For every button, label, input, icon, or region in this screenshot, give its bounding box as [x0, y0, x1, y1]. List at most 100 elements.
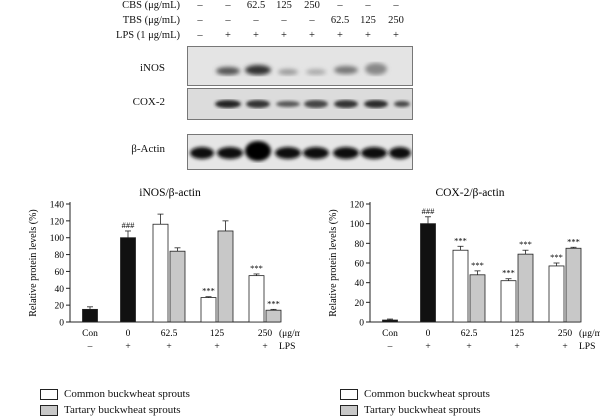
lps-indicator: + [166, 342, 171, 352]
significance-label: *** [502, 268, 515, 278]
significance-label: *** [550, 252, 563, 262]
bar-control [120, 237, 136, 323]
y-tick-label: 80 [355, 240, 365, 250]
bar-tartary [517, 253, 534, 323]
bar-control [382, 319, 398, 323]
significance-label: ### [422, 206, 436, 216]
header-cell-lps: + [309, 30, 315, 41]
cbs-row-label: CBS (μg/mL) [122, 0, 180, 11]
header-cell-tbs: – [281, 15, 287, 26]
y-tick-label: 0 [359, 319, 364, 329]
header-cell-lps: + [225, 30, 231, 41]
header-cell-cbs: – [365, 0, 371, 11]
lps-indicator: + [214, 342, 219, 352]
actin-blot-image [187, 134, 413, 170]
header-cell-tbs: – [197, 15, 203, 26]
inos-band-label: iNOS [139, 62, 165, 74]
bar-common [152, 223, 169, 323]
header-cell-lps: + [253, 30, 259, 41]
y-tick-label: 120 [50, 217, 65, 227]
significance-label: *** [202, 286, 215, 296]
bar-common [200, 297, 217, 323]
lps-label: LPS [279, 342, 295, 352]
lps-indicator: + [425, 342, 430, 352]
bar-control [82, 308, 98, 323]
header-cell-cbs: – [393, 0, 399, 11]
header-cell-cbs: 62.5 [246, 0, 266, 11]
legend-label-common: Common buckwheat sprouts [364, 388, 490, 400]
bar-tartary [169, 250, 186, 323]
treatment-header: CBS (μg/mL) TBS (μg/mL) LPS (1 μg/mL) – –… [0, 0, 600, 46]
y-axis-label: Relative protein levels (%) [328, 209, 339, 316]
header-cell-cbs: 250 [304, 0, 320, 11]
lps-indicator: + [514, 342, 519, 352]
bar-control [420, 223, 436, 323]
header-cell-tbs: – [225, 15, 231, 26]
x-tick-label: 125 [210, 329, 225, 339]
y-tick-label: 20 [355, 299, 365, 309]
y-tick-label: 80 [55, 251, 65, 261]
x-unit-label: (μg/mL) [579, 328, 600, 339]
y-tick-label: 100 [350, 220, 365, 230]
header-cell-tbs: 62.5 [330, 15, 350, 26]
y-tick-label: 100 [50, 234, 65, 244]
bar-common [548, 265, 565, 323]
header-cell-lps: + [281, 30, 287, 41]
significance-label: *** [567, 236, 580, 246]
x-tick-label: 0 [126, 329, 131, 339]
significance-label: ### [122, 220, 136, 230]
legend-tartary-right: Tartary buckwheat sprouts [340, 404, 481, 416]
x-tick-label: 125 [510, 329, 525, 339]
header-cell-cbs: – [225, 0, 231, 11]
actin-band-label: β-Actin [131, 143, 165, 155]
y-tick-label: 40 [355, 279, 365, 289]
x-unit-label: (μg/mL) [279, 328, 300, 339]
lps-indicator: – [87, 342, 93, 352]
y-tick-label: 0 [59, 319, 64, 329]
significance-label: *** [250, 263, 263, 273]
y-tick-label: 120 [350, 201, 365, 211]
bar-tartary [565, 247, 582, 323]
y-tick-label: 60 [55, 268, 65, 278]
cox2-bar-chart: COX-2/β-actin Relative protein levels (%)… [328, 187, 600, 352]
x-tick-label: Con [382, 329, 398, 339]
inos-blot-image [187, 46, 413, 86]
y-tick-label: 20 [55, 302, 65, 312]
x-tick-label: 62.5 [461, 329, 478, 339]
header-cell-tbs: 250 [388, 15, 404, 26]
legend-swatch-tartary [40, 404, 58, 416]
y-tick-label: 40 [55, 285, 65, 295]
lps-label: LPS [579, 342, 595, 352]
bar-tartary [469, 274, 486, 323]
y-tick-label: 140 [50, 201, 65, 211]
header-cell-lps: + [365, 30, 371, 41]
header-cell-tbs: – [309, 15, 315, 26]
x-tick-label: 250 [558, 329, 573, 339]
header-cell-cbs: – [197, 0, 203, 11]
header-cell-cbs: – [337, 0, 343, 11]
tbs-row-label: TBS (μg/mL) [122, 15, 180, 26]
x-tick-label: 250 [258, 329, 273, 339]
bar-common [248, 275, 265, 323]
bar-tartary [217, 230, 234, 323]
x-tick-label: 62.5 [161, 329, 178, 339]
inos-bar-chart: iNOS/β-actin Relative protein levels (%) 0… [28, 187, 300, 352]
x-tick-label: Con [82, 329, 98, 339]
chart-title: COX-2/β-actin [435, 187, 504, 199]
significance-label: *** [519, 239, 532, 249]
lps-indicator: – [387, 342, 393, 352]
legend-label-tartary: Tartary buckwheat sprouts [364, 404, 481, 416]
legend-swatch-tartary [340, 404, 358, 416]
header-cell-cbs: 125 [276, 0, 292, 11]
lps-row-label: LPS (1 μg/mL) [116, 30, 180, 41]
y-axis-label: Relative protein levels (%) [28, 209, 39, 316]
bar-common [500, 280, 517, 323]
bar-tartary [265, 309, 282, 323]
header-cell-lps: – [197, 30, 203, 41]
header-cell-tbs: 125 [360, 15, 376, 26]
chart-title: iNOS/β-actin [139, 187, 201, 199]
lps-indicator: + [562, 342, 567, 352]
y-tick-label: 60 [355, 260, 365, 270]
lps-indicator: + [125, 342, 130, 352]
legend-tartary-left: Tartary buckwheat sprouts [40, 404, 181, 416]
